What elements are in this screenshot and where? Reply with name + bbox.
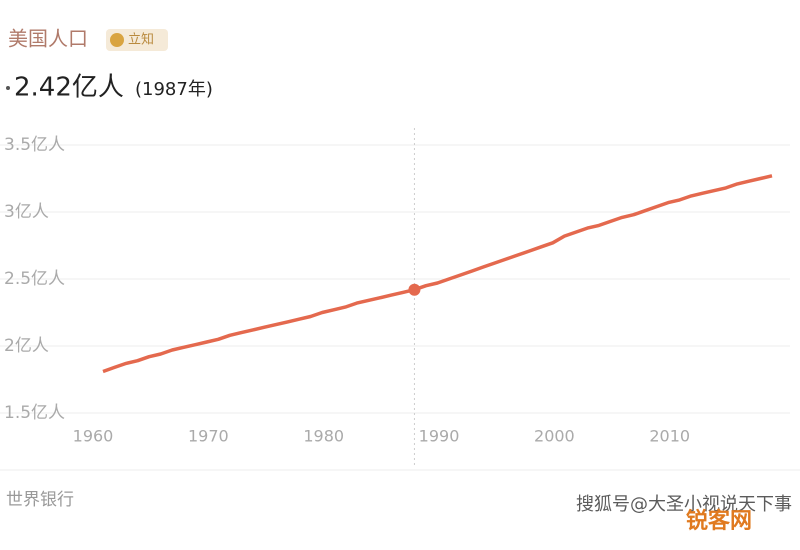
y-tick-label: 1.5亿人	[4, 403, 65, 423]
x-tick-label: 1980	[303, 427, 344, 446]
highlight-point	[408, 283, 421, 296]
y-tick-label: 2.5亿人	[4, 269, 65, 289]
x-tick-label: 2000	[534, 427, 575, 446]
badge-icon	[110, 33, 124, 47]
source: 世界银行	[6, 490, 74, 510]
x-tick-label: 1970	[188, 427, 229, 446]
chart-title: 美国人口	[8, 27, 88, 51]
highlight-year: (1987年)	[135, 79, 213, 100]
badge: 立知	[128, 32, 154, 48]
badge-bg	[106, 29, 168, 51]
highlight-value: 2.42亿人	[14, 73, 124, 103]
line	[102, 174, 773, 374]
x-tick-label: 1960	[73, 427, 114, 446]
x-tick-label: 1990	[419, 427, 460, 446]
watermark: 搜狐号@大圣小视说天下事	[576, 494, 792, 515]
x-tick-label: 2010	[649, 427, 690, 446]
y-tick-label: 2亿人	[4, 336, 49, 356]
y-tick-label: 3.5亿人	[4, 135, 65, 155]
y-tick-label: 3亿人	[4, 202, 49, 222]
watermark: 锐客网	[686, 508, 752, 534]
bullet	[6, 86, 10, 90]
